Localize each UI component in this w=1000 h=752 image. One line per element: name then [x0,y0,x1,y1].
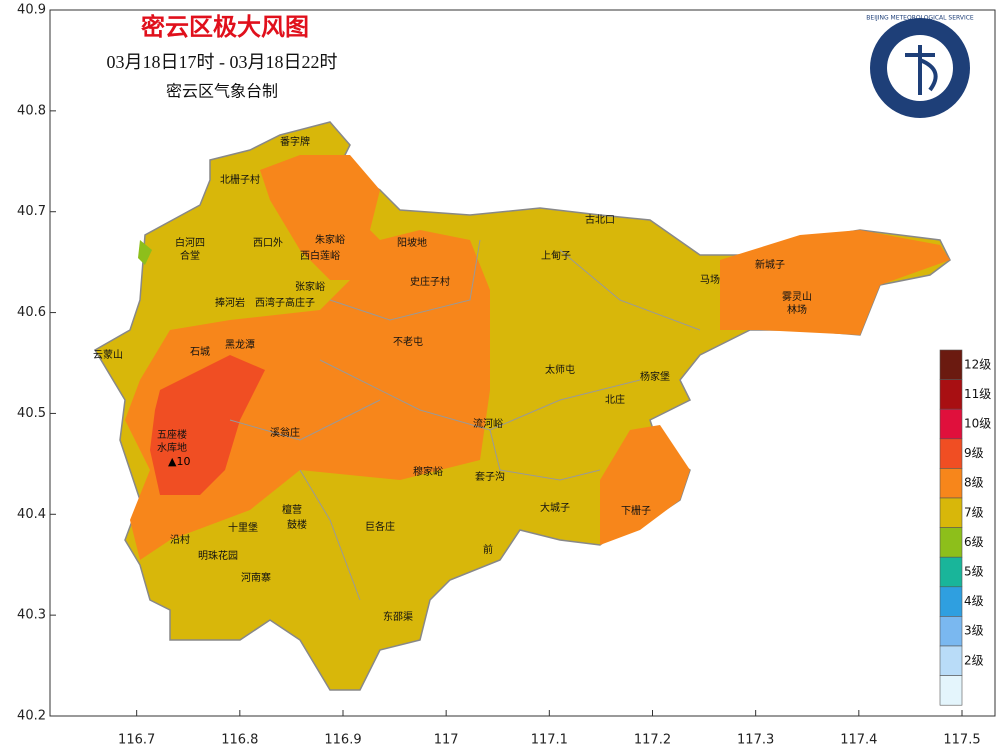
place-label: 沿村 [170,533,190,546]
logo-text: BEIJING METEOROLOGICAL SERVICE [866,15,974,22]
legend-label: 4级 [964,594,984,608]
legend-swatch [939,586,963,617]
x-tick-label: 117.5 [943,733,980,748]
place-label: 明珠花园 [198,549,238,562]
y-tick-label: 40.7 [17,204,46,219]
place-label: 高庄子 [285,296,315,309]
place-label: 檀营 [282,503,302,516]
place-label: 上甸子 [541,249,571,262]
place-label: 西湾子 [255,296,285,309]
place-label: 西白莲峪 [300,249,340,262]
y-tick-label: 40.5 [17,406,46,421]
legend-label: 8级 [964,476,984,490]
place-label: 太师屯 [545,363,575,376]
legend-swatch [939,408,963,440]
legend-swatch [939,645,963,676]
legend-swatch [939,497,963,528]
legend-swatch [939,675,963,706]
y-tick-label: 40.2 [17,709,46,724]
place-label: 鼓楼 [287,518,307,531]
legend-swatch [939,438,963,469]
legend-label: 9级 [964,446,984,460]
place-label: 溪翁庄 [270,426,300,439]
place-label: 合堂 [180,249,200,262]
place-label: 雾灵山 [782,291,812,303]
place-label: 云蒙山 [93,348,123,361]
zone-8 [720,230,950,335]
place-label: 大城子 [540,501,570,514]
y-tick-label: 40.4 [17,507,46,522]
place-label: 阳坡地 [397,236,427,249]
place-label: 不老屯 [393,335,423,348]
place-label: 五座楼 [157,428,187,441]
place-label: 西口外 [253,237,283,249]
legend-swatch [939,616,963,647]
place-label: 杨家堡 [640,370,670,383]
x-tick-label: 116.9 [324,733,361,748]
x-tick-label: 117.2 [634,733,671,748]
place-label: 林场 [787,303,807,316]
place-label: 穆家峪 [413,465,443,478]
place-label: 古北口 [585,213,615,226]
place-label: 巨各庄 [365,520,395,533]
legend-swatch [939,349,963,380]
place-label: 石城 [190,346,210,358]
y-tick-label: 40.6 [17,305,46,320]
period: 03月18日17时 - 03月18日22时 [107,52,338,72]
x-tick-label: 116.8 [221,733,258,748]
place-label: 套子沟 [475,470,505,483]
legend-swatch [939,379,963,410]
legend-label: 2级 [964,653,984,667]
place-label: 水库地 [157,441,187,454]
legend-label: 6级 [964,535,984,549]
place-label: 前 [483,543,493,556]
place-label: 下栅子 [621,504,651,517]
y-tick-label: 40.8 [17,103,46,118]
place-label: 番字牌 [280,135,310,148]
x-tick-label: 117.4 [840,733,877,748]
place-label: 黑龙潭 [225,338,255,351]
place-label: 朱家峪 [315,233,345,246]
y-tick-label: 40.3 [17,608,46,623]
zone-9 [150,355,265,495]
zone-6 [138,240,152,265]
place-label: 张家峪 [295,280,325,293]
legend-label: 11级 [964,387,991,401]
legend-swatch [939,527,963,558]
place-label: 北栅子村 [220,173,260,186]
legend-swatch [939,468,963,499]
place-label: 东邵渠 [383,610,413,623]
title: 密云区极大风图 [141,13,309,41]
place-label: 马场 [700,273,720,286]
legend-label: 7级 [964,505,984,519]
place-label: 流河峪 [473,417,503,430]
logo-mark [905,45,938,95]
place-label: 新城子 [755,258,785,271]
zone-8 [600,425,690,545]
district-borders [229,239,701,601]
place-label: 白河四 [175,236,205,249]
place-label: 十里堡 [228,521,258,534]
legend-label: 10级 [964,417,991,431]
place-label: 河南寨 [241,571,271,584]
x-tick-label: 117 [434,733,459,748]
max-wind: ▲10 [168,455,190,468]
place-label: 史庄子村 [410,275,450,288]
x-tick-label: 117.3 [737,733,774,748]
place-label: 北庄 [605,393,625,406]
y-tick-label: 40.9 [17,3,46,18]
x-tick-label: 116.7 [118,733,155,748]
legend-label: 12级 [964,357,991,371]
legend-swatch [939,556,963,588]
legend-label: 3级 [964,624,984,638]
legend-label: 5级 [964,565,984,579]
issuer: 密云区气象台制 [166,82,278,101]
x-tick-label: 117.1 [531,733,568,748]
place-label: 捧河岩 [215,296,245,309]
